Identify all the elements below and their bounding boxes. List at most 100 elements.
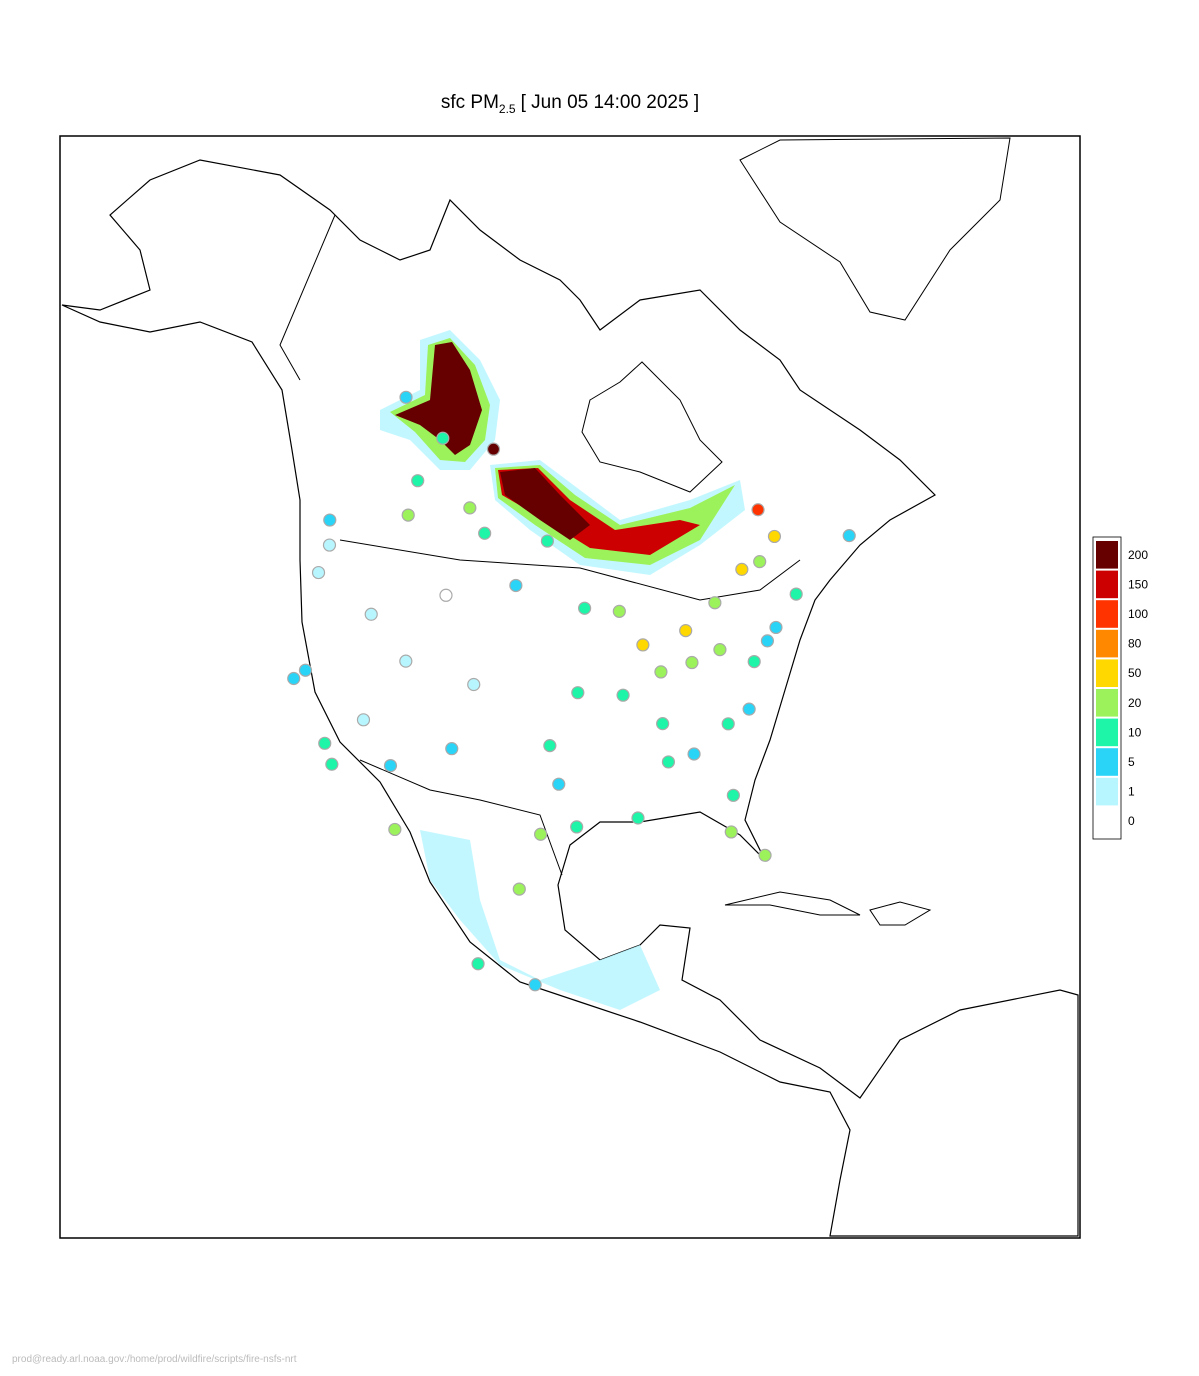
station-marker [708,596,722,610]
station-marker [445,742,459,756]
station-marker [616,688,630,702]
legend-label: 50 [1128,666,1142,680]
station-marker [724,825,738,839]
station-marker [758,848,772,862]
station-marker [383,758,398,773]
legend-swatch [1096,689,1118,717]
us-mexico-border [359,759,563,876]
station-marker [570,820,584,834]
legend-label: 10 [1128,725,1142,739]
footer: prod@ready.arl.noaa.gov:/home/prod/wildf… [12,1354,297,1365]
station-marker [467,677,481,692]
station-marker [540,534,555,548]
station-marker [401,508,415,522]
legend-swatch [1096,541,1118,569]
station-marker [751,503,765,517]
legend-swatch [1096,659,1118,687]
station-marker [543,739,557,753]
legend-swatch [1096,600,1118,628]
station-marker [612,604,626,618]
station-marker [767,529,782,544]
station-marker [726,788,740,802]
hudson-bay [581,361,723,493]
title-sub: 2.5 [499,102,516,116]
station-marker [436,431,450,445]
legend-label: 1 [1128,785,1135,799]
station-marker [713,643,727,657]
station-marker [685,655,699,670]
station-marker [356,713,371,727]
legend: 0 1 5 10 20 50 80 100 150 200 [1092,536,1148,840]
legend-label: 20 [1128,696,1142,710]
station-marker [512,882,526,896]
station-marker [471,957,485,971]
station-marker [534,827,548,841]
smoke-plume [395,342,482,455]
station-marker [656,717,670,731]
station-marker [769,620,783,635]
legend-label: 100 [1128,607,1148,621]
station-marker [571,686,585,700]
legend-swatch [1096,807,1118,835]
alaska-border [279,214,336,381]
station-marker [687,747,701,761]
station-marker [318,736,332,750]
station-marker [439,588,453,602]
land [61,159,1079,1237]
station-marker [298,663,313,677]
title-main: sfc PM [441,92,499,113]
station-marker [747,654,761,669]
legend-swatch [1096,777,1118,806]
station-marker [578,601,592,615]
station-marker [636,638,650,652]
station-marker [760,634,775,648]
smoke-plume [420,830,660,1010]
stations [287,390,856,992]
station-marker [364,607,378,621]
legend-swatch [1096,718,1118,747]
station-marker [322,538,337,552]
station-marker [311,565,326,580]
station-marker [631,811,645,825]
hispaniola [869,901,932,926]
station-marker [399,654,413,668]
map-frame [59,135,1081,1239]
station-marker [399,390,413,404]
basemap [61,137,1079,1237]
legend-label: 5 [1128,755,1135,769]
station-marker [735,562,749,576]
smoke-plume [500,468,590,540]
station-marker [463,501,477,515]
legend-frame [1092,536,1122,840]
station-marker [509,578,523,593]
station-marker [721,717,735,731]
cuba [724,891,861,916]
legend-label: 200 [1128,548,1148,562]
station-marker [287,671,301,686]
station-marker [323,513,337,527]
station-marker [552,777,566,791]
smoke-field [380,330,745,1010]
station-marker [742,702,756,716]
station-marker [388,822,402,837]
station-marker [661,755,676,769]
legend-label: 150 [1128,577,1148,591]
greenland [739,137,1011,321]
legend-swatch [1096,570,1118,599]
legend-label: 0 [1128,814,1135,828]
station-marker [842,529,856,543]
station-marker [753,555,767,569]
station-marker [679,624,693,638]
legend-swatch [1096,748,1118,776]
station-marker [654,665,668,679]
title-rest: [ Jun 05 14:00 2025 ] [521,92,700,113]
station-marker [789,587,803,601]
station-marker [528,978,542,992]
legend-label: 80 [1128,637,1142,651]
station-marker [325,757,339,771]
us-canada-border [339,539,801,601]
legend-swatch [1096,629,1118,658]
station-marker [411,474,425,488]
